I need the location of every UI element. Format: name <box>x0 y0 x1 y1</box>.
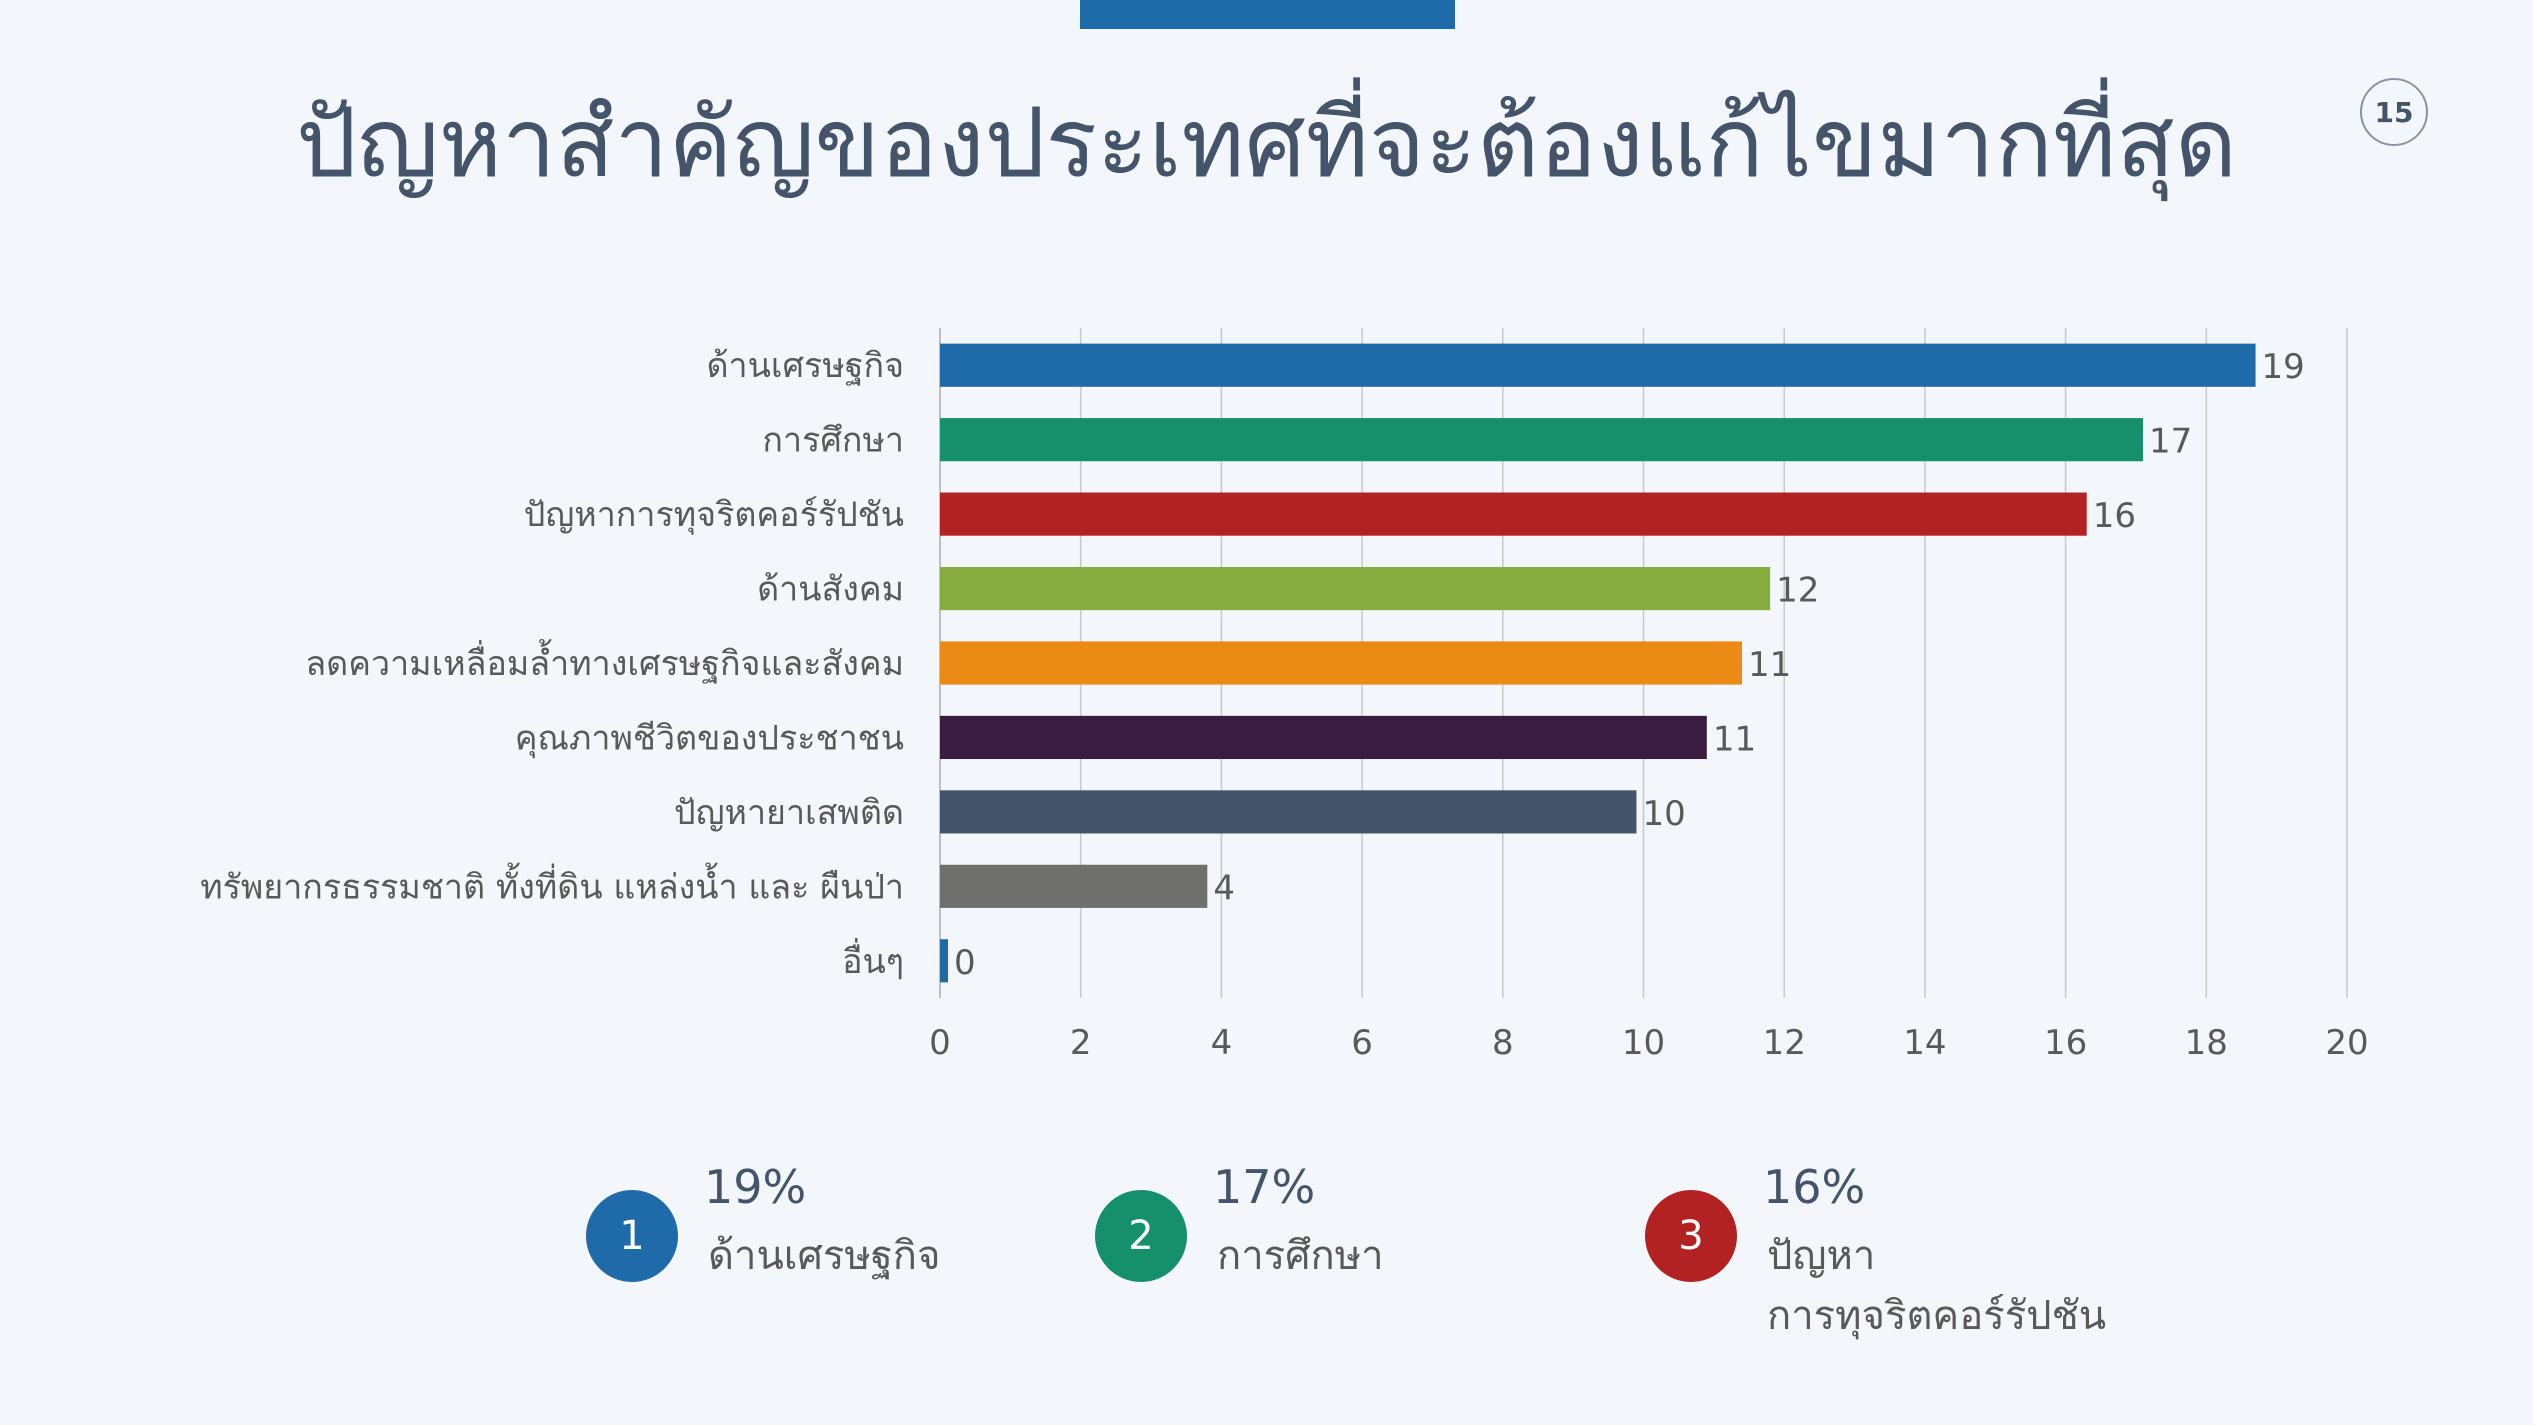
data-label: 4 <box>1213 868 1235 908</box>
summary-percent-3: 16% <box>1763 1160 1866 1214</box>
summary-label-1: ด้านเศรษฐกิจ <box>708 1226 940 1286</box>
category-label: ด้านเศรษฐกิจ <box>706 346 904 386</box>
summary-percent-1: 19% <box>704 1160 807 1214</box>
summary-label-2-line-1: การศึกษา <box>1217 1233 1384 1279</box>
data-label: 11 <box>1748 645 1791 685</box>
data-label: 12 <box>1776 571 1819 611</box>
category-label: ปัญหาการทุจริตคอร์รัปชัน <box>524 495 904 535</box>
summary-label-3-line-2: การทุจริตคอร์รัปชัน <box>1767 1293 2107 1339</box>
category-label: ปัญหายาเสพติด <box>674 793 904 833</box>
category-label: ทรัพยากรธรรมชาติ ทั้งที่ดิน แหล่งน้ำ และ… <box>200 862 904 907</box>
data-label: 10 <box>1642 794 1685 834</box>
x-tick-label: 0 <box>929 1023 951 1063</box>
data-label: 19 <box>2262 347 2305 387</box>
data-label: 17 <box>2149 422 2192 462</box>
rank-badge-3: 3 <box>1645 1190 1737 1282</box>
x-tick-label: 6 <box>1351 1023 1373 1063</box>
bar <box>940 343 2256 387</box>
page-number-badge: 15 <box>2360 78 2428 146</box>
x-tick-label: 20 <box>2325 1023 2368 1063</box>
data-label: 0 <box>954 943 976 983</box>
category-label: ลดความเหลื่อมล้ำทางเศรษฐกิจและสังคม <box>305 639 904 684</box>
x-tick-label: 14 <box>1903 1023 1946 1063</box>
bar <box>940 939 948 983</box>
x-tick-label: 10 <box>1622 1023 1665 1063</box>
category-label: คุณภาพชีวิตของประชาชน <box>515 718 904 758</box>
rank-badge-1: 1 <box>586 1190 678 1282</box>
x-tick-label: 2 <box>1070 1023 1092 1063</box>
data-label: 16 <box>2093 496 2136 536</box>
bar <box>940 715 1707 760</box>
data-label: 11 <box>1713 719 1756 759</box>
rank-badge-2: 2 <box>1095 1190 1187 1282</box>
bar <box>940 790 1637 834</box>
summary-label-3-line-1: ปัญหา <box>1767 1233 1876 1279</box>
accent-bar <box>1080 0 1455 29</box>
category-label: การศึกษา <box>762 421 904 461</box>
x-tick-label: 18 <box>2185 1023 2228 1063</box>
x-tick-label: 16 <box>2044 1023 2087 1063</box>
bar <box>940 492 2087 536</box>
bar <box>940 641 1742 685</box>
summary-label-1-line-1: ด้านเศรษฐกิจ <box>708 1233 941 1279</box>
summary-percent-2: 17% <box>1213 1160 1316 1214</box>
summary-label-3: ปัญหา การทุจริตคอร์รัปชัน <box>1767 1226 2106 1346</box>
summary-label-2: การศึกษา <box>1217 1226 1384 1286</box>
x-tick-label: 12 <box>1763 1023 1806 1063</box>
bar <box>940 566 1771 611</box>
bar <box>940 418 2143 462</box>
category-label: อื่นๆ <box>842 938 904 982</box>
bar-chart: 0 2 4 6 8 10 12 14 16 18 20 ด้านเศรษฐกิจ 19 การศึกษา 1… <box>200 328 2369 1063</box>
x-tick-label: 4 <box>1211 1023 1233 1063</box>
slide-title: ปัญหาสำคัญของประเทศที่จะต้องแก้ไขมากที่ส… <box>295 87 2238 199</box>
category-label: ด้านสังคม <box>757 570 904 610</box>
x-tick-label: 8 <box>1492 1023 1514 1063</box>
bar <box>940 864 1208 908</box>
